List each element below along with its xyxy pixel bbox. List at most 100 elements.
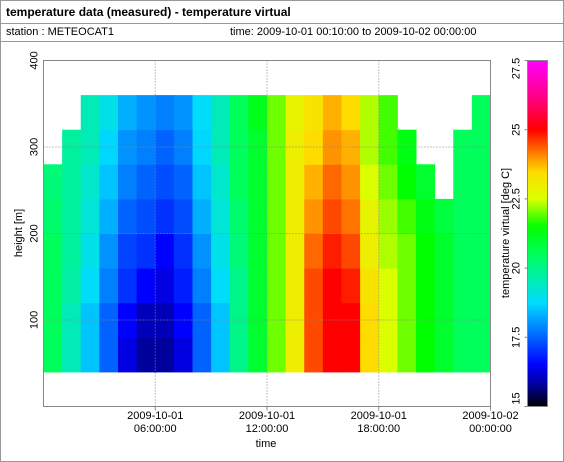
heat-cell (43, 198, 63, 234)
heat-cell (80, 198, 100, 234)
heat-cell (285, 302, 305, 338)
y-axis-label: height [m] (13, 209, 25, 257)
x-tick-label: 2009-10-01 12:00:00 (238, 409, 296, 435)
heat-cell (471, 198, 491, 234)
heat-cell (378, 164, 398, 200)
station-label: station : METEOCAT1 (6, 26, 114, 38)
heat-cell (173, 95, 193, 131)
heat-cell (378, 198, 398, 234)
heat-cell (211, 233, 231, 269)
heat-cell (285, 268, 305, 304)
heat-cell (248, 337, 268, 373)
heat-cell (416, 268, 436, 304)
heat-cell (434, 198, 454, 234)
heat-cell (341, 129, 361, 165)
heat-cell (285, 337, 305, 373)
heat-cell (211, 198, 231, 234)
heat-cell (155, 129, 175, 165)
heat-cell (248, 302, 268, 338)
heat-cell (360, 129, 380, 165)
heat-cell (248, 95, 268, 131)
heat-cell (471, 164, 491, 200)
heat-cell (99, 233, 119, 269)
heat-cell (192, 233, 212, 269)
heat-cell (99, 164, 119, 200)
heat-cell (62, 233, 82, 269)
colorbar-tick-label: 17.5 (511, 327, 523, 348)
colorbar-tick-label: 22.5 (511, 188, 523, 209)
heat-cell (304, 95, 324, 131)
heat-cell (378, 268, 398, 304)
heat-cell (360, 198, 380, 234)
heat-cell (471, 337, 491, 373)
heat-cell (62, 129, 82, 165)
heat-cell (378, 129, 398, 165)
heat-cell (453, 337, 473, 373)
heat-cell (397, 233, 417, 269)
y-tick-label: 100 (29, 311, 41, 329)
heat-cell (304, 233, 324, 269)
heat-cell (155, 302, 175, 338)
heat-cell (155, 268, 175, 304)
time-label: time: 2009-10-01 00:10:00 to 2009-10-02 … (230, 26, 476, 38)
heat-cell (341, 95, 361, 131)
heat-cell (341, 198, 361, 234)
heat-cell (360, 164, 380, 200)
heat-cell (267, 198, 287, 234)
heat-cell (211, 337, 231, 373)
x-tick-label: 2009-10-01 06:00:00 (127, 409, 184, 435)
heat-cell (397, 268, 417, 304)
heat-cell (173, 198, 193, 234)
heat-cell (229, 337, 249, 373)
heat-cell (229, 268, 249, 304)
heat-cell (118, 233, 138, 269)
heat-cell (434, 337, 454, 373)
heat-cell (80, 233, 100, 269)
heat-cell (248, 233, 268, 269)
y-tick-label: 200 (29, 224, 41, 242)
heat-cell (118, 268, 138, 304)
heat-cell (192, 268, 212, 304)
heat-cell (360, 337, 380, 373)
heat-cell (453, 164, 473, 200)
heat-cell (267, 233, 287, 269)
heat-cell (360, 233, 380, 269)
heat-cell (397, 337, 417, 373)
heat-cell (471, 268, 491, 304)
heat-cell (416, 198, 436, 234)
heat-cell (397, 164, 417, 200)
heat-cell (99, 198, 119, 234)
heat-cell (434, 268, 454, 304)
heat-cell (453, 198, 473, 234)
heat-cell (80, 164, 100, 200)
heat-cell (62, 302, 82, 338)
heat-cell (360, 302, 380, 338)
heat-cell (136, 268, 156, 304)
heat-cell (173, 164, 193, 200)
heat-cell (155, 337, 175, 373)
heat-cell (267, 95, 287, 131)
heat-cell (341, 268, 361, 304)
heat-cell (360, 95, 380, 131)
heat-cell (99, 268, 119, 304)
heat-cell (248, 129, 268, 165)
heat-cell (118, 198, 138, 234)
heat-cell (378, 302, 398, 338)
heat-cell (192, 302, 212, 338)
heat-cell (416, 337, 436, 373)
heat-cell (267, 129, 287, 165)
heat-cell (248, 164, 268, 200)
heat-cell (471, 302, 491, 338)
y-tick-label: 300 (29, 138, 41, 156)
heat-cell (118, 164, 138, 200)
heat-cell (285, 95, 305, 131)
heat-cell (341, 233, 361, 269)
heat-cell (173, 302, 193, 338)
heat-cell (341, 337, 361, 373)
heat-cell (43, 164, 63, 200)
heat-cell (248, 268, 268, 304)
heat-cell (173, 129, 193, 165)
heat-cell (416, 233, 436, 269)
heat-cell (173, 268, 193, 304)
heat-cell (155, 164, 175, 200)
